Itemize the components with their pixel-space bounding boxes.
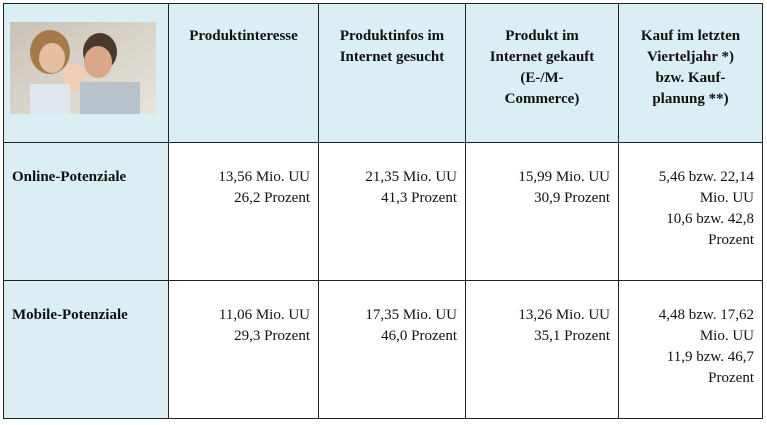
header-cell: Produktinfos im Internet gesucht — [318, 3, 466, 143]
cell-line: Commerce) — [504, 91, 580, 107]
potential-table: Produktinteresse Produktinfos im Internet … — [3, 3, 763, 419]
data-row: Mobile-Potenziale 11,06 Mio. UU 29,3 Proze… — [3, 280, 763, 419]
header-cell: Produktinteresse — [168, 3, 319, 143]
cell-line: Internet gekauft — [489, 49, 595, 65]
data-cell: 13,56 Mio. UU 26,2 Prozent — [168, 142, 319, 281]
cell-line: Produktinteresse — [189, 28, 298, 44]
family-photo — [10, 22, 156, 114]
cell-line: Mio. UU — [699, 328, 754, 344]
cell-line: planung **) — [652, 91, 729, 107]
cell-line: 13,26 Mio. UU — [518, 307, 610, 323]
header-cell: Produkt im Internet gekauft (E-/M- Commerce… — [465, 3, 619, 143]
cell-line: Kauf im letzten — [640, 28, 741, 44]
header-cell: Kauf im letzten Vierteljahr *) bzw. Kauf-p… — [618, 3, 763, 143]
cell-line: Vierteljahr *) — [646, 49, 735, 65]
cell-line: 11,06 Mio. UU — [218, 307, 310, 323]
cell-line: 13,56 Mio. UU — [218, 169, 310, 185]
data-row: Online-Potenziale 13,56 Mio. UU 26,2 Proze… — [3, 142, 763, 281]
photo-cell — [3, 3, 169, 143]
cell-line: (E-/M- — [520, 70, 564, 86]
table-body: Produktinteresse Produktinfos im Internet … — [3, 3, 763, 419]
cell-line: Prozent — [708, 232, 754, 248]
cell-line: 4,48 bzw. 17,62 — [658, 307, 754, 323]
cell-line: 35,1 Prozent — [534, 328, 610, 344]
cell-line: 5,46 bzw. 22,14 — [658, 169, 754, 185]
cell-line: 29,3 Prozent — [234, 328, 310, 344]
data-cell: 4,48 bzw. 17,62 Mio. UU 11,9 bzw. 46,7 Proz… — [618, 280, 763, 419]
cell-line: Internet gesucht — [339, 49, 445, 65]
cell-line: 30,9 Prozent — [534, 190, 610, 206]
data-cell: 15,99 Mio. UU 30,9 Prozent — [465, 142, 619, 281]
cell-line: Produkt im — [505, 28, 579, 44]
cell-line: 10,6 bzw. 42,8 — [666, 211, 754, 227]
row-label: Mobile-Potenziale — [3, 280, 169, 419]
cell-line: bzw. Kauf- — [655, 70, 726, 86]
cell-line: 26,2 Prozent — [234, 190, 310, 206]
cell-line: 46,0 Prozent — [381, 328, 457, 344]
data-cell: 5,46 bzw. 22,14 Mio. UU 10,6 bzw. 42,8 Proz… — [618, 142, 763, 281]
data-cell: 13,26 Mio. UU 35,1 Prozent — [465, 280, 619, 419]
cell-line: 17,35 Mio. UU — [365, 307, 457, 323]
cell-line: Prozent — [708, 370, 754, 386]
cell-line: 21,35 Mio. UU — [365, 169, 457, 185]
data-cell: 21,35 Mio. UU 41,3 Prozent — [318, 142, 466, 281]
cell-line: 11,9 bzw. 46,7 — [666, 349, 754, 365]
cell-line: 15,99 Mio. UU — [518, 169, 610, 185]
header-row: Produktinteresse Produktinfos im Internet … — [3, 3, 763, 143]
cell-line: 41,3 Prozent — [381, 190, 457, 206]
row-label: Online-Potenziale — [3, 142, 169, 281]
data-cell: 17,35 Mio. UU 46,0 Prozent — [318, 280, 466, 419]
data-cell: 11,06 Mio. UU 29,3 Prozent — [168, 280, 319, 419]
cell-line: Produktinfos im — [339, 28, 445, 44]
cell-line: Mio. UU — [699, 190, 754, 206]
